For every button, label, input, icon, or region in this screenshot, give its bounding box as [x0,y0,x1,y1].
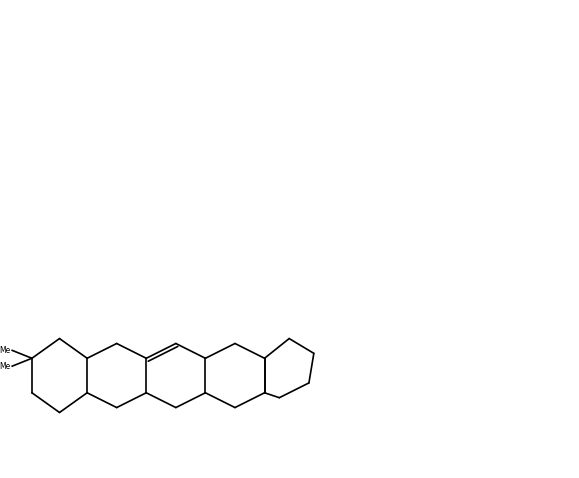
Text: Me: Me [0,346,10,355]
Text: Me: Me [0,362,10,370]
